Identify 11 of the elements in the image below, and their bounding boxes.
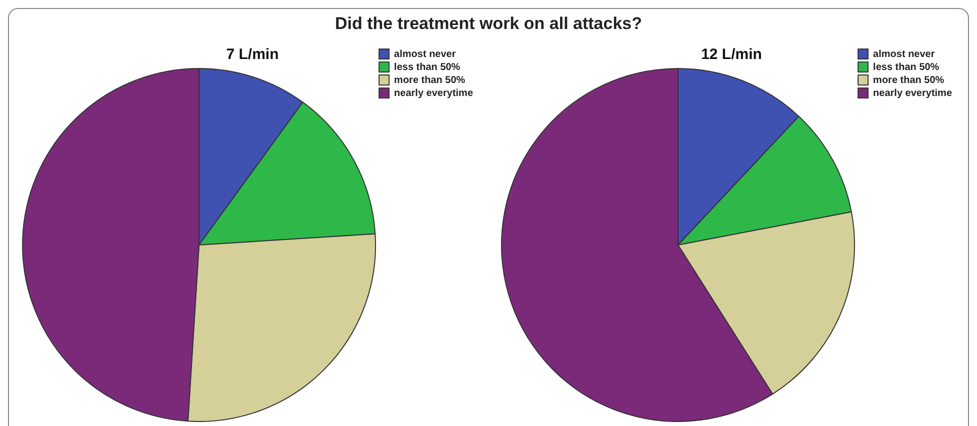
legend-label: nearly everytime	[873, 88, 952, 99]
text: Did the treatment work on all attacks?	[334, 14, 643, 34]
chart-title: 7 L/min	[226, 46, 279, 64]
legend-label: almost never	[394, 48, 456, 60]
legend-label: almost never	[873, 48, 935, 60]
legend-label: more than 50%	[394, 74, 466, 86]
legend-label: less than 50%	[873, 62, 940, 73]
chart-title: 12 L/min	[701, 46, 762, 64]
legend-label: nearly everytime	[394, 88, 474, 99]
legend-label: less than 50%	[394, 62, 460, 73]
legend-label: more than 50%	[873, 74, 944, 86]
